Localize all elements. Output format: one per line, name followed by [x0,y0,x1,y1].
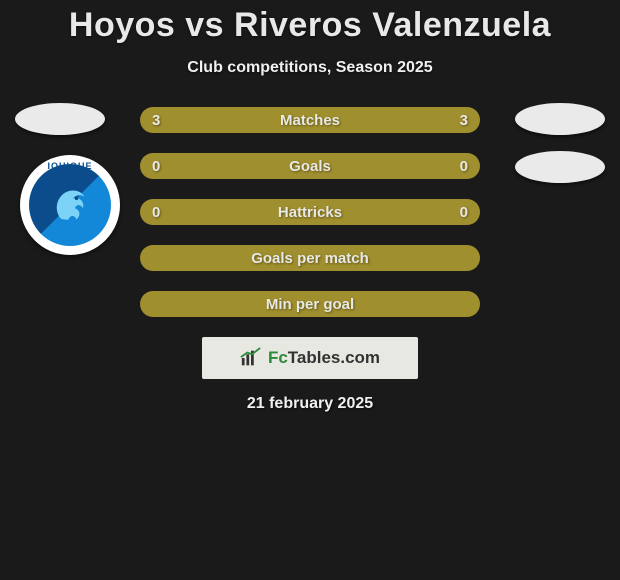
stat-right-value: 0 [460,158,468,175]
club-badge-inner [29,164,111,246]
stat-label: Goals per match [251,250,369,267]
page-title: Hoyos vs Riveros Valenzuela [0,6,620,45]
stat-bar: Min per goal [140,291,480,317]
generated-date: 21 february 2025 [0,395,620,413]
stat-bar: Goals per match [140,245,480,271]
subtitle: Club competitions, Season 2025 [0,59,620,77]
stat-bar: 3 Matches 3 [140,107,480,133]
comparison-card: Hoyos vs Riveros Valenzuela Club competi… [0,0,620,580]
logo-suffix: Tables.com [288,348,380,367]
chart-icon [240,347,262,369]
stat-row-min-per-goal: Min per goal [0,291,620,317]
logo-text: FcTables.com [268,348,380,368]
stat-bar: 0 Hattricks 0 [140,199,480,225]
dragon-icon [44,179,96,231]
stat-right-value: 0 [460,204,468,221]
stat-right-value: 3 [460,112,468,129]
source-logo: FcTables.com [202,337,418,379]
logo-prefix: Fc [268,348,288,367]
stats-area: IQUIQUE 3 Matches 3 0 Goals 0 [0,107,620,317]
player-avatar-right-1 [515,103,605,135]
club-name: IQUIQUE [20,161,120,171]
stat-label: Min per goal [266,296,354,313]
player-avatar-right-2 [515,151,605,183]
stat-left-value: 3 [152,112,160,129]
stat-label: Matches [280,112,340,129]
club-badge-left: IQUIQUE [20,155,120,255]
player-avatar-left [15,103,105,135]
stat-bar: 0 Goals 0 [140,153,480,179]
stat-label: Goals [289,158,331,175]
stat-left-value: 0 [152,158,160,175]
stat-label: Hattricks [278,204,342,221]
stat-left-value: 0 [152,204,160,221]
